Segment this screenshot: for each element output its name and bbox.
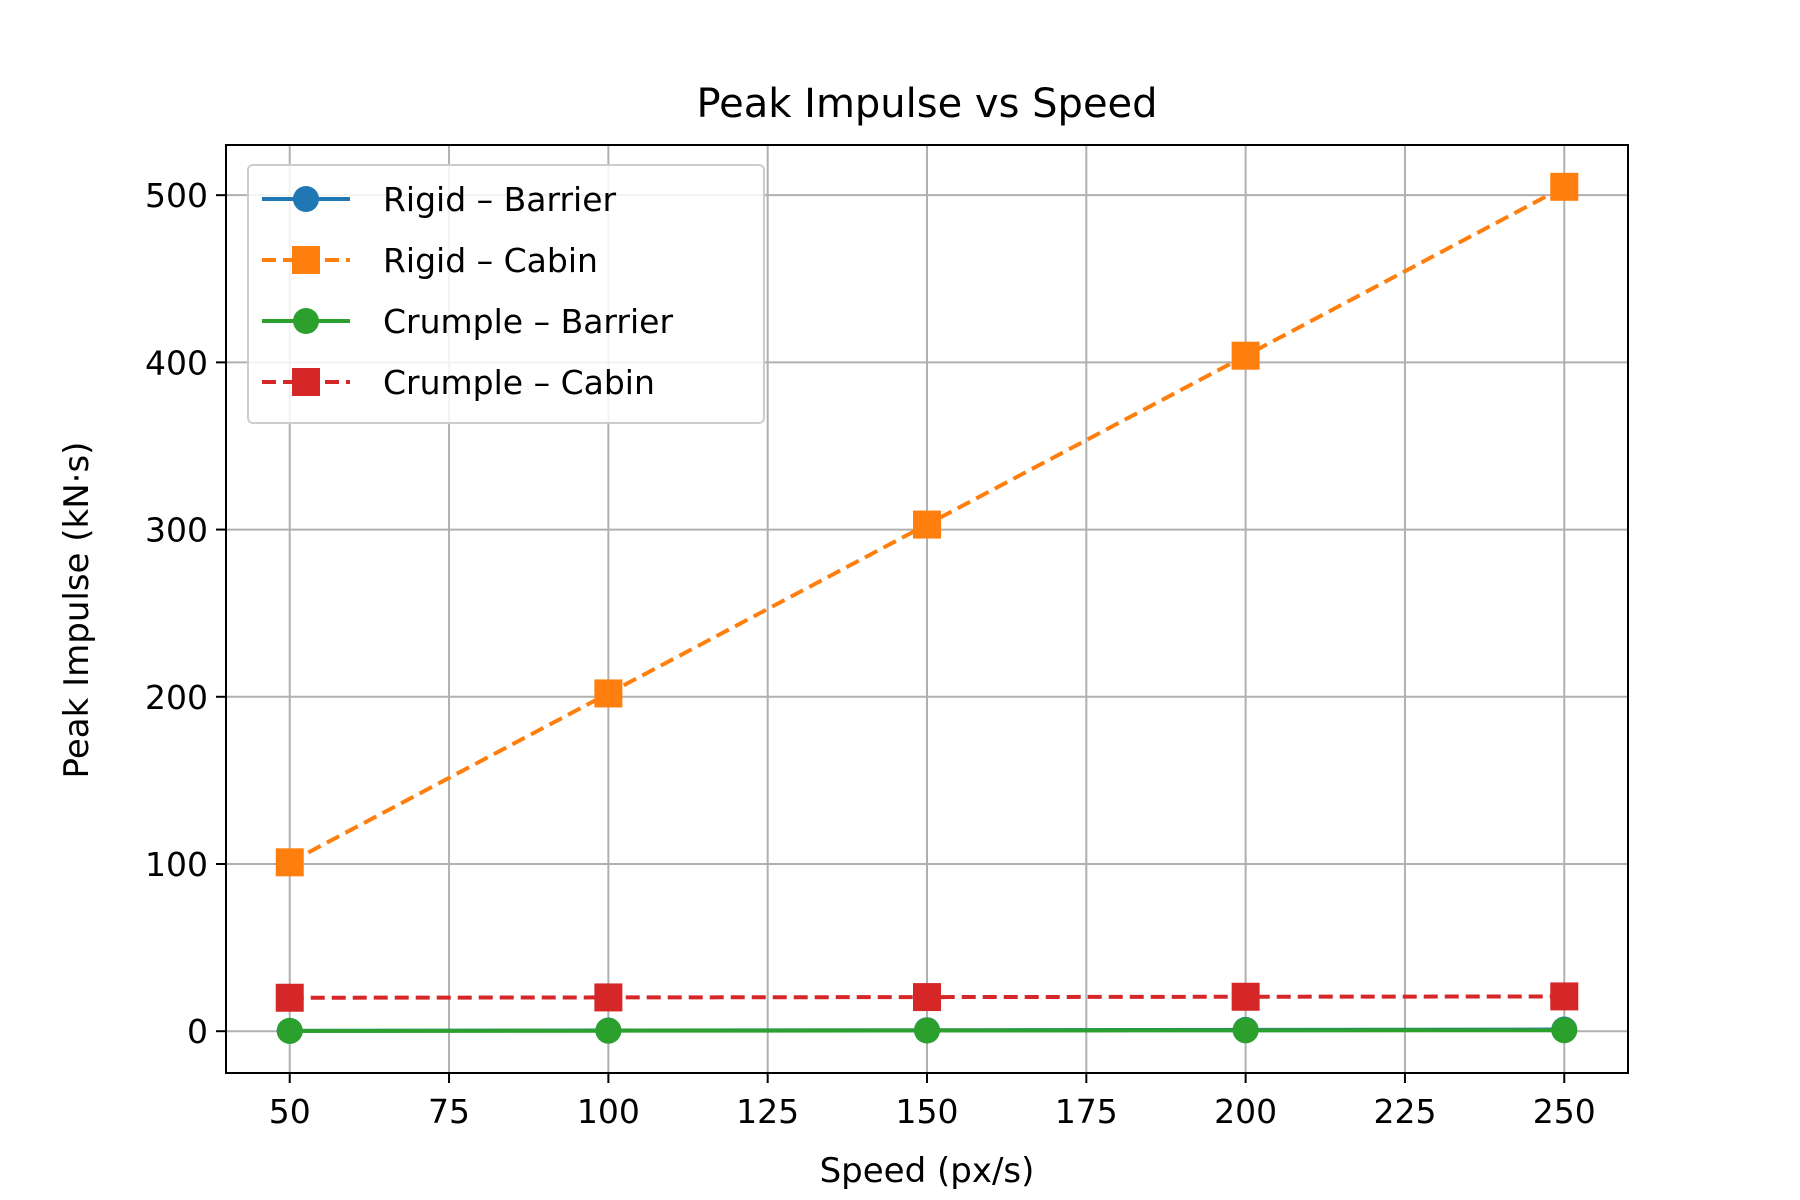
legend-label-crumple-cabin: Crumple – Cabin	[383, 363, 655, 402]
data-point-crumple-barrier	[1232, 1017, 1259, 1044]
data-point-rigid-cabin	[275, 848, 304, 877]
legend-marker-rigid-barrier	[293, 186, 319, 212]
data-point-rigid-cabin	[913, 510, 941, 539]
legend-marker-crumple-cabin	[292, 368, 320, 396]
data-point-crumple-cabin	[275, 983, 304, 1012]
chart-title: Peak Impulse vs Speed	[696, 81, 1157, 127]
legend-label-rigid-cabin: Rigid – Cabin	[383, 241, 598, 280]
y-tick-label: 400	[145, 343, 208, 382]
data-point-rigid-cabin	[1231, 341, 1260, 370]
x-tick-label: 75	[428, 1092, 470, 1131]
y-tick-label: 0	[187, 1012, 208, 1051]
x-tick-label: 125	[736, 1092, 799, 1131]
series-crumple-barrier	[276, 1017, 1578, 1044]
legend-label-rigid-barrier: Rigid – Barrier	[383, 180, 617, 219]
data-point-crumple-barrier	[276, 1017, 303, 1044]
y-tick-label: 300	[145, 511, 208, 550]
data-point-crumple-cabin	[1231, 982, 1260, 1011]
x-tick-label: 250	[1533, 1092, 1596, 1131]
x-tick-label: 175	[1055, 1092, 1118, 1131]
y-tick-label: 500	[145, 176, 208, 215]
series-crumple-cabin	[275, 982, 1579, 1012]
data-point-crumple-cabin	[913, 983, 941, 1012]
data-point-rigid-cabin	[1550, 172, 1579, 201]
x-axis-label: Speed (px/s)	[820, 1151, 1035, 1191]
legend-box	[247, 164, 765, 424]
x-tick-label: 50	[269, 1092, 311, 1131]
legend-marker-rigid-cabin	[292, 246, 320, 274]
x-tick-label: 150	[896, 1092, 959, 1131]
y-axis-label: Peak Impulse (kN·s)	[57, 442, 97, 779]
data-point-crumple-barrier	[1551, 1017, 1578, 1044]
legend: Rigid – Barrier Rigid – Cabin Crumple – Ba…	[247, 164, 765, 424]
series-rigid-cabin	[275, 172, 1579, 877]
x-tick-label: 100	[577, 1092, 640, 1131]
data-point-crumple-cabin	[594, 983, 623, 1012]
data-point-crumple-barrier	[595, 1017, 622, 1044]
data-point-rigid-cabin	[594, 679, 623, 708]
series-layer	[275, 172, 1579, 1044]
data-point-crumple-barrier	[914, 1017, 940, 1044]
x-tick-label: 200	[1214, 1092, 1277, 1131]
y-tick-label: 100	[145, 845, 208, 884]
data-point-crumple-cabin	[1550, 982, 1579, 1011]
axis-ticks: 50 75 100 125 150 175 200 225 250 0 100 200 300 400 50…	[145, 176, 1596, 1131]
legend-marker-crumple-barrier	[293, 308, 319, 334]
legend-label-crumple-barrier: Crumple – Barrier	[383, 302, 673, 341]
x-tick-label: 225	[1373, 1092, 1436, 1131]
y-tick-label: 200	[145, 678, 208, 717]
